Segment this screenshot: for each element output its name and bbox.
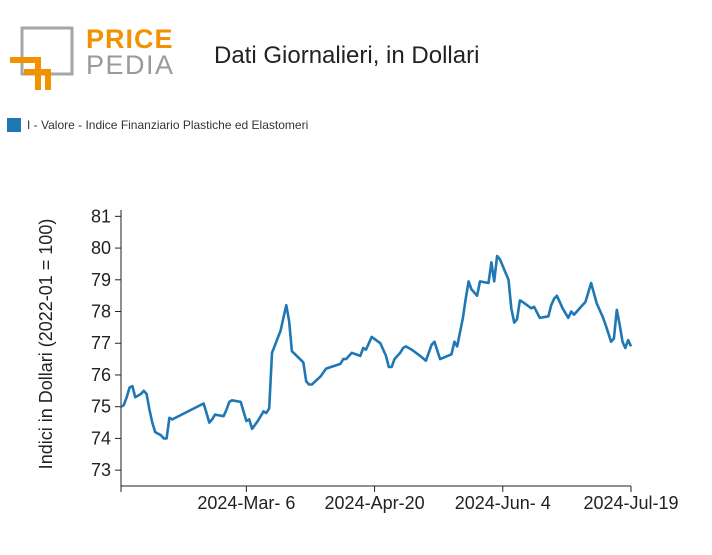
y-tick-label: 77 — [91, 333, 111, 353]
y-tick-label: 76 — [91, 365, 111, 385]
x-tick-label: 2024-Jul-19 — [583, 493, 678, 513]
y-tick-label: 73 — [91, 460, 111, 480]
logo-text-pedia: PEDIA — [86, 50, 175, 80]
logo-mark-icon — [10, 26, 74, 90]
y-axis-title: Indici in Dollari (2022-01 = 100) — [36, 219, 56, 470]
x-tick-label: 2024-Jun- 4 — [455, 493, 551, 513]
x-axis: 2024-Mar- 6 2024-Apr-20 2024-Jun- 4 2024-Ju… — [120, 485, 679, 513]
y-tick-label: 79 — [91, 270, 111, 290]
legend-label: I - Valore - Indice Finanziario Plastich… — [27, 118, 309, 132]
y-tick-label: 81 — [91, 206, 111, 226]
x-tick-label: 2024-Apr-20 — [325, 493, 425, 513]
series-line-0[interactable] — [120, 254, 633, 440]
x-tick-label: 2024-Mar- 6 — [197, 493, 295, 513]
y-axis: 73 74 75 76 77 78 79 80 81 — [91, 206, 122, 486]
legend-swatch — [7, 118, 21, 132]
logo-text-price: PRICE — [86, 24, 174, 54]
legend[interactable]: I - Valore - Indice Finanziario Plastich… — [7, 118, 308, 132]
y-tick-label: 80 — [91, 238, 111, 258]
series-layer — [120, 254, 633, 440]
y-tick-label: 75 — [91, 397, 111, 417]
y-tick-label: 74 — [91, 428, 111, 448]
pricepedia-logo: PRICE PEDIA — [8, 24, 173, 94]
chart-title: Dati Giornalieri, in Dollari — [214, 42, 480, 69]
y-tick-label: 78 — [91, 302, 111, 322]
